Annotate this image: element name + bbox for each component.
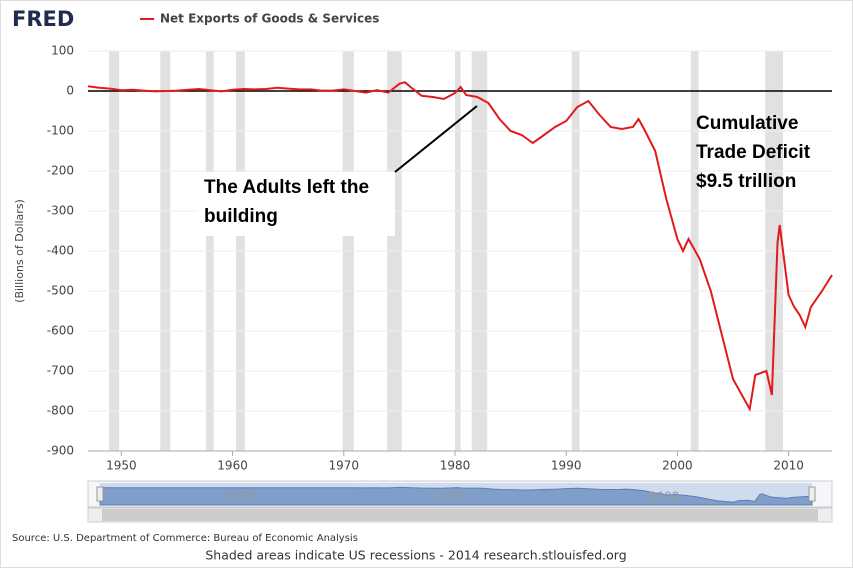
x-tick-label: 1970 — [329, 459, 360, 473]
y-tick-label: -800 — [47, 404, 74, 418]
annotation-text: Cumulative — [696, 113, 798, 134]
annotation-box — [198, 172, 395, 236]
navigator-tick-label: 2000 — [649, 490, 680, 504]
y-tick-label: -300 — [47, 204, 74, 218]
footer: Shaded areas indicate US recessions - 20… — [205, 548, 626, 563]
y-tick-label: -900 — [47, 444, 74, 458]
y-tick-label: -200 — [47, 164, 74, 178]
navigator-tick-label: 1980 — [436, 490, 467, 504]
y-axis-label: (Billions of Dollars) — [13, 199, 26, 303]
annotation-text: Trade Deficit — [696, 142, 811, 163]
x-tick-label: 2000 — [662, 459, 693, 473]
scrollbar-thumb[interactable] — [102, 509, 818, 521]
annotation-arrow — [394, 105, 478, 173]
series-line — [87, 81, 833, 412]
x-tick-label: 1980 — [440, 459, 471, 473]
x-tick-label: 1960 — [217, 459, 248, 473]
y-tick-label: -500 — [47, 284, 74, 298]
navigator-area — [99, 486, 813, 506]
annotation-text: $9.5 trillion — [696, 171, 796, 192]
brand: FRED — [12, 7, 74, 31]
handle-right — [808, 486, 816, 502]
x-tick-label: 1990 — [551, 459, 582, 473]
handle-left — [96, 486, 104, 502]
y-tick-label: 0 — [66, 84, 74, 98]
x-tick-label: 2010 — [773, 459, 804, 473]
legend-label: Net Exports of Goods & Services — [160, 12, 379, 26]
y-tick-label: 100 — [51, 44, 74, 58]
annotation-text: The Adults left the — [204, 177, 369, 198]
annotation-text: building — [204, 206, 278, 227]
y-tick-label: -600 — [47, 324, 74, 338]
source: Source: U.S. Department of Commerce: Bur… — [12, 533, 358, 544]
y-tick-label: -700 — [47, 364, 74, 378]
navigator-tick-label: 1960 — [223, 490, 254, 504]
y-tick-label: -400 — [47, 244, 74, 258]
y-tick-label: -100 — [47, 124, 74, 138]
x-tick-label: 1950 — [106, 459, 137, 473]
